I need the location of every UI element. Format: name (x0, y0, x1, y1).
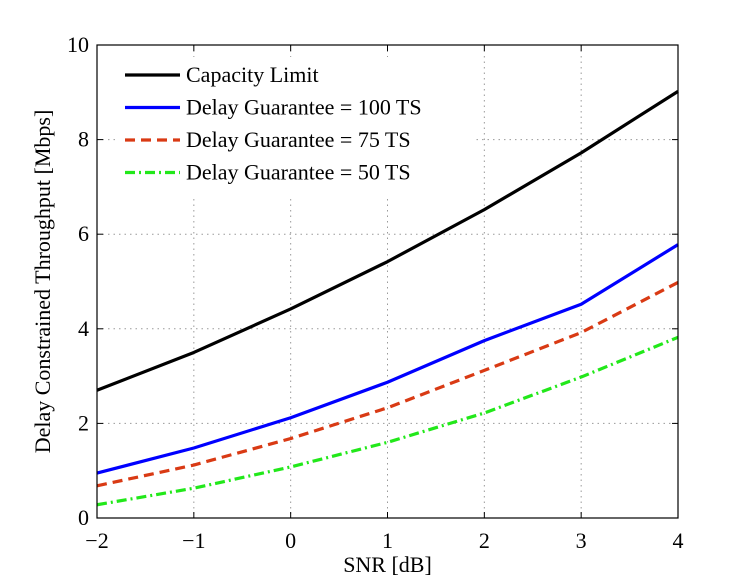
series-line-2 (96, 281, 679, 488)
x-axis-label: SNR [dB] (343, 552, 432, 577)
y-tick-label: 6 (78, 221, 89, 246)
y-tick-label: 0 (78, 505, 89, 530)
legend-label-delay-50: Delay Guarantee = 50 TS (186, 160, 411, 185)
legend-label-capacity-limit: Capacity Limit (186, 62, 319, 87)
x-tick-label: 1 (382, 528, 393, 553)
series-lines (96, 89, 679, 507)
legend-label-delay-100: Delay Guarantee = 100 TS (186, 95, 422, 120)
legend-label-delay-75: Delay Guarantee = 75 TS (186, 127, 411, 152)
ticks: −2 −1 0 1 2 3 4 0 2 4 6 8 10 (67, 32, 684, 553)
grid (97, 45, 678, 518)
x-tick-label: 2 (479, 528, 490, 553)
y-tick-label: 8 (78, 127, 89, 152)
x-tick-label: 0 (285, 528, 296, 553)
y-tick-label: 10 (67, 32, 89, 57)
x-tick-label: 4 (673, 528, 684, 553)
x-tick-label: −1 (182, 528, 205, 553)
legend: Capacity Limit Delay Guarantee = 100 TS … (115, 57, 475, 195)
x-tick-label: 3 (576, 528, 587, 553)
y-tick-label: 4 (78, 316, 89, 341)
y-axis-label: Delay Constrained Throughput [Mbps] (30, 110, 55, 454)
x-tick-label: −2 (85, 528, 108, 553)
y-tick-label: 2 (78, 410, 89, 435)
